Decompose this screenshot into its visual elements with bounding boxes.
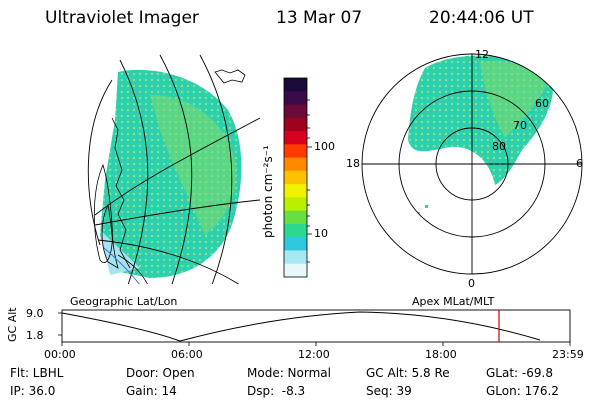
info-glon: GLon: 176.2 — [486, 384, 559, 398]
timeline-xtick-0000: 00:00 — [44, 348, 76, 361]
altitude-curve — [61, 311, 541, 342]
colorbar-band — [284, 91, 307, 106]
colorbar-band — [284, 263, 307, 278]
info-gc-alt: GC Alt: 5.8 Re — [366, 366, 450, 380]
time-label: 20:44:06 UT — [429, 8, 534, 28]
coastline — [93, 69, 246, 284]
colorbar-band — [284, 78, 307, 92]
timeline-xtick-1200: 12:00 — [298, 348, 330, 361]
lat-label-70: 70 — [513, 119, 527, 132]
mlt-label-18: 18 — [346, 157, 360, 170]
info-ip: IP: 36.0 — [10, 384, 56, 398]
lat-label-60: 60 — [535, 97, 549, 110]
timeline-xtick-0600: 06:00 — [171, 348, 203, 361]
colorbar-tick-10: 10 — [314, 227, 328, 240]
timeline-xtick-1800: 18:00 — [425, 348, 457, 361]
apex-caption: Apex MLat/MLT — [412, 295, 495, 308]
graticule — [87, 54, 260, 284]
colorbar-unit-label: photon cm⁻²s⁻¹ — [261, 145, 275, 238]
info-filter: Flt: LBHL — [10, 366, 64, 380]
colorbar-band — [284, 184, 307, 198]
orbit-altitude-plot — [58, 309, 571, 346]
colorbar-band — [284, 250, 307, 265]
timeline-ytick-min: 1.8 — [26, 329, 44, 342]
info-mode: Mode: Normal — [247, 366, 331, 380]
colorbar-band — [284, 157, 307, 172]
timeline-xtick-2359: 23:59 — [552, 348, 584, 361]
info-dsp: Dsp: -8.3 — [247, 384, 306, 398]
mlt-label-6: 6 — [576, 157, 583, 170]
colorbar-band — [284, 131, 307, 145]
colorbar-band — [284, 210, 307, 225]
app-title: Ultraviolet Imager — [45, 8, 199, 28]
info-gain: Gain: 14 — [126, 384, 177, 398]
timeline-ytick-max: 9.0 — [26, 307, 44, 320]
colorbar-band — [284, 170, 307, 185]
colorbar-band — [284, 223, 307, 238]
geographic-caption: Geographic Lat/Lon — [70, 295, 178, 308]
colorbar-band — [284, 197, 307, 212]
colorbar-band — [284, 117, 307, 132]
mlt-label-0: 0 — [468, 277, 475, 290]
polar-image-panel — [361, 53, 583, 275]
info-seq: Seq: 39 — [366, 384, 412, 398]
lat-label-80: 80 — [492, 140, 506, 153]
polar-grid — [361, 53, 583, 275]
colorbar-band — [284, 144, 307, 159]
mlt-label-12: 12 — [475, 48, 489, 61]
timeline-ylabel: GC Alt — [6, 307, 19, 342]
date-label: 13 Mar 07 — [276, 8, 363, 28]
info-glat: GLat: -69.8 — [486, 366, 553, 380]
info-door: Door: Open — [126, 366, 195, 380]
colorbar-band — [284, 104, 307, 119]
geographic-image-panel — [87, 54, 260, 284]
colorbar-band — [284, 237, 307, 251]
colorbar — [284, 78, 307, 278]
colorbar-tick-100: 100 — [314, 140, 335, 153]
